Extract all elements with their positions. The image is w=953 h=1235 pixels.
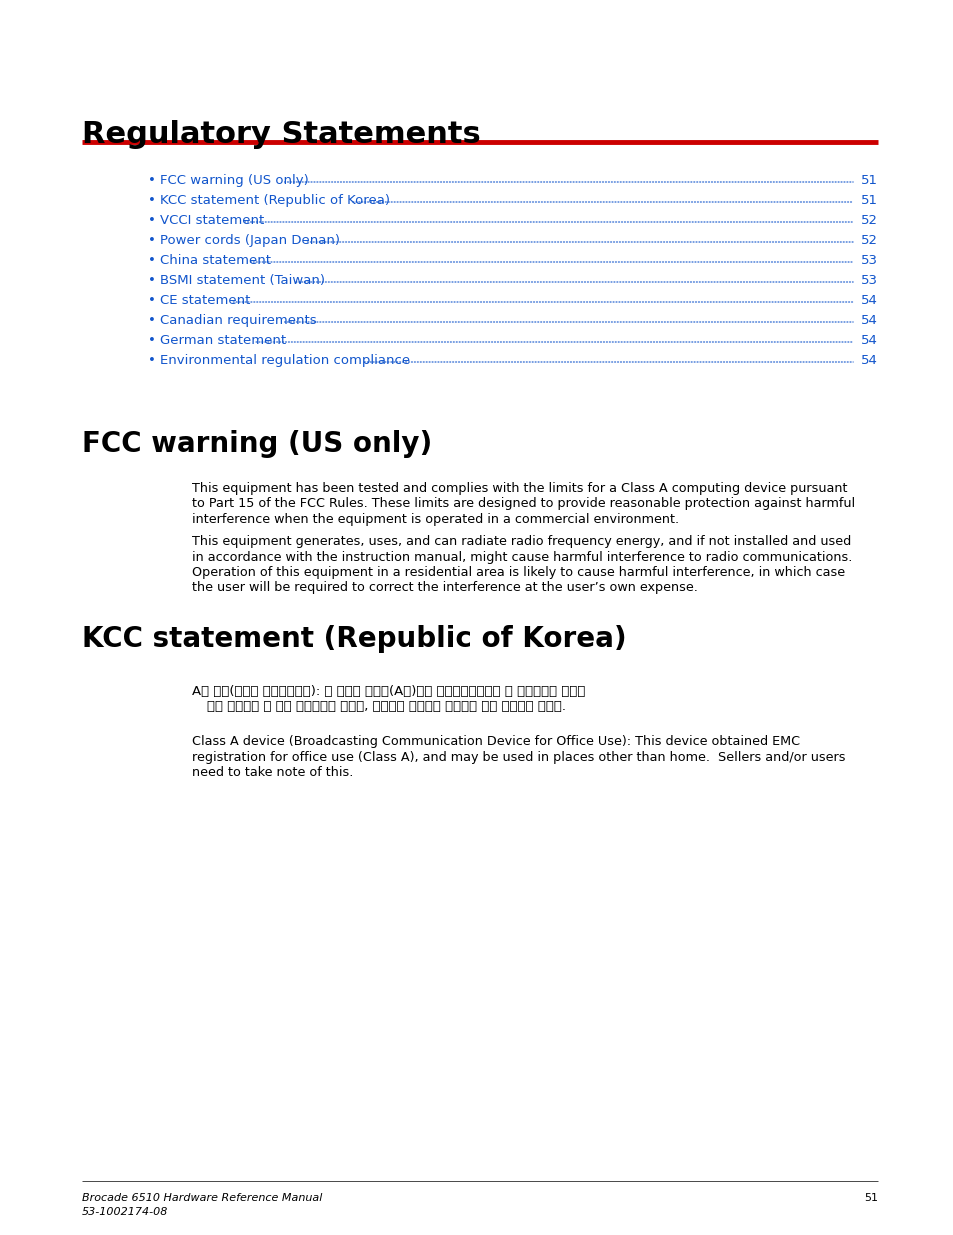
Text: •: • — [148, 274, 155, 287]
Text: 54: 54 — [861, 294, 877, 308]
Text: 54: 54 — [861, 314, 877, 327]
Text: BSMI statement (Taiwan): BSMI statement (Taiwan) — [160, 274, 325, 287]
Text: Operation of this equipment in a residential area is likely to cause harmful int: Operation of this equipment in a residen… — [192, 566, 844, 579]
Text: •: • — [148, 233, 155, 247]
Text: need to take note of this.: need to take note of this. — [192, 766, 353, 779]
Text: VCCI statement: VCCI statement — [160, 214, 264, 227]
Text: This equipment has been tested and complies with the limits for a Class A comput: This equipment has been tested and compl… — [192, 482, 846, 495]
Text: Class A device (Broadcasting Communication Device for Office Use): This device o: Class A device (Broadcasting Communicati… — [192, 735, 800, 748]
Text: 53-1002174-08: 53-1002174-08 — [82, 1207, 168, 1216]
Text: Regulatory Statements: Regulatory Statements — [82, 120, 480, 149]
Text: 53: 53 — [861, 274, 877, 287]
Text: CE statement: CE statement — [160, 294, 250, 308]
Text: •: • — [148, 333, 155, 347]
Text: This equipment generates, uses, and can radiate radio frequency energy, and if n: This equipment generates, uses, and can … — [192, 535, 850, 548]
Text: •: • — [148, 254, 155, 267]
Text: ................................................................................: ........................................… — [160, 274, 551, 287]
Text: ................................................................................: ........................................… — [160, 254, 551, 267]
Text: Power cords (Japan Denan): Power cords (Japan Denan) — [160, 233, 339, 247]
Text: ................................................................................: ........................................… — [160, 214, 551, 227]
Text: •: • — [148, 174, 155, 186]
Text: 52: 52 — [861, 233, 877, 247]
Text: in accordance with the instruction manual, might cause harmful interference to r: in accordance with the instruction manua… — [192, 551, 851, 563]
Text: 또는 사용자는 이 점을 주의하시기 바라며, 가정외의 지역에서 사용하는 것을 목적으로 합니다.: 또는 사용자는 이 점을 주의하시기 바라며, 가정외의 지역에서 사용하는 것… — [207, 700, 565, 714]
Text: German statement: German statement — [160, 333, 286, 347]
Text: KCC statement (Republic of Korea): KCC statement (Republic of Korea) — [160, 194, 390, 207]
Text: interference when the equipment is operated in a commercial environment.: interference when the equipment is opera… — [192, 513, 679, 526]
Text: ................................................................................: ........................................… — [160, 314, 551, 327]
Text: 54: 54 — [861, 354, 877, 367]
Text: ................................................................................: ........................................… — [160, 354, 551, 367]
Text: ................................................................................: ........................................… — [160, 233, 551, 247]
Text: •: • — [148, 214, 155, 227]
Text: the user will be required to correct the interference at the user’s own expense.: the user will be required to correct the… — [192, 582, 698, 594]
Text: China statement: China statement — [160, 254, 271, 267]
Text: registration for office use (Class A), and may be used in places other than home: registration for office use (Class A), a… — [192, 751, 844, 763]
Text: •: • — [148, 354, 155, 367]
Text: Environmental regulation compliance: Environmental regulation compliance — [160, 354, 410, 367]
Text: ................................................................................: ........................................… — [160, 194, 551, 207]
Text: 52: 52 — [861, 214, 877, 227]
Text: Canadian requirements: Canadian requirements — [160, 314, 316, 327]
Text: FCC warning (US only): FCC warning (US only) — [160, 174, 309, 186]
Text: •: • — [148, 314, 155, 327]
Text: FCC warning (US only): FCC warning (US only) — [82, 430, 432, 458]
Text: 51: 51 — [861, 194, 877, 207]
Text: 54: 54 — [861, 333, 877, 347]
Text: A급 기기(업무용 방송통신기기): 이 기기는 업무용(A급)으로 전자파적합등록을 한 기기이오니 판매자: A급 기기(업무용 방송통신기기): 이 기기는 업무용(A급)으로 전자파적합… — [192, 685, 585, 698]
Text: Brocade 6510 Hardware Reference Manual: Brocade 6510 Hardware Reference Manual — [82, 1193, 322, 1203]
Text: •: • — [148, 294, 155, 308]
Text: 51: 51 — [861, 174, 877, 186]
Text: •: • — [148, 194, 155, 207]
Text: 53: 53 — [861, 254, 877, 267]
Text: ................................................................................: ........................................… — [160, 174, 551, 186]
Text: ................................................................................: ........................................… — [160, 333, 551, 347]
Text: KCC statement (Republic of Korea): KCC statement (Republic of Korea) — [82, 625, 626, 653]
Text: 51: 51 — [863, 1193, 877, 1203]
Text: to Part 15 of the FCC Rules. These limits are designed to provide reasonable pro: to Part 15 of the FCC Rules. These limit… — [192, 498, 854, 510]
Text: ................................................................................: ........................................… — [160, 294, 551, 308]
